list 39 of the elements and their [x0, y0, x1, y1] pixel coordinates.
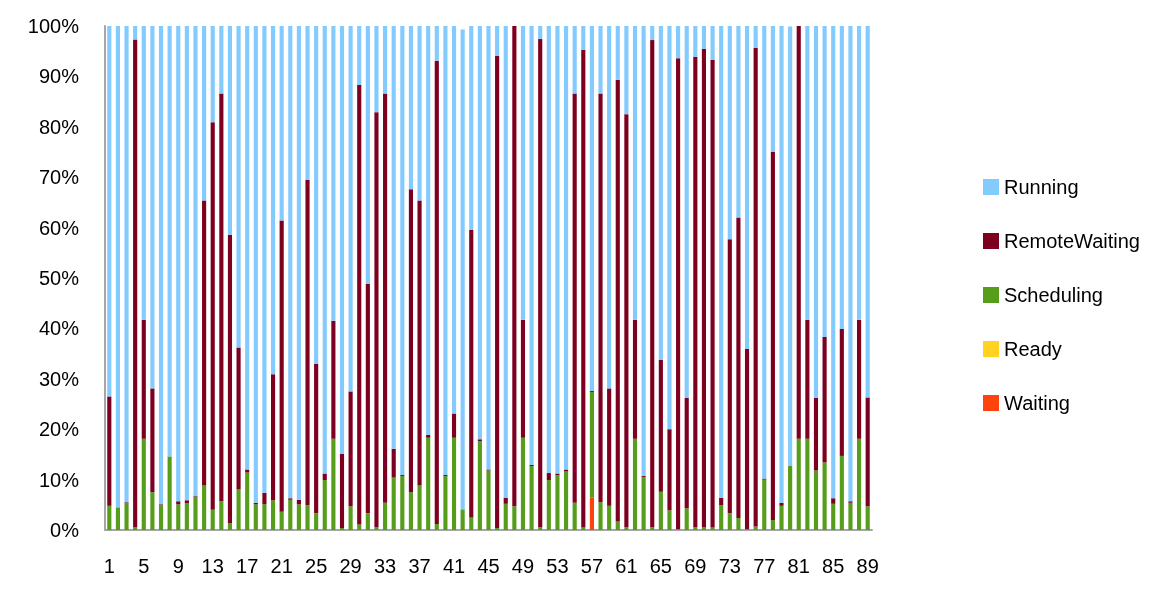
x-tick-label: 89 [856, 555, 879, 577]
y-tick-label: 20% [38, 418, 80, 441]
legend-label: Scheduling [1004, 284, 1103, 306]
x-tick-label: 57 [580, 555, 604, 577]
x-tick-label: 1 [103, 555, 115, 577]
y-tick-label: 80% [38, 115, 80, 138]
x-tick-label: 69 [684, 555, 707, 577]
x-tick-label: 45 [477, 555, 500, 577]
x-tick-label: 13 [201, 555, 224, 577]
y-tick-label: 30% [38, 367, 80, 390]
x-tick-label: 65 [649, 555, 672, 577]
legend-label: Waiting [1004, 392, 1070, 414]
y-tick-label: 90% [38, 65, 80, 88]
x-tick-label: 17 [236, 555, 259, 577]
x-tick-label: 29 [339, 555, 362, 577]
y-tick-label: 50% [38, 267, 80, 289]
legend-label: Ready [1004, 338, 1062, 360]
y-tick-label: 0% [50, 519, 80, 541]
x-tick-label: 73 [718, 555, 741, 577]
legend-label: Running [1004, 176, 1079, 198]
legend-label: RemoteWaiting [1004, 230, 1140, 252]
x-tick-label: 37 [408, 555, 431, 577]
y-tick-label: 60% [38, 216, 80, 239]
x-tick-label: 9 [172, 555, 184, 577]
x-tick-label: 61 [615, 555, 638, 577]
x-tick-label: 25 [305, 555, 328, 577]
x-tick-label: 21 [270, 555, 293, 577]
x-tick-label: 49 [511, 555, 535, 577]
x-tick-label: 33 [373, 555, 397, 577]
x-tick-label: 81 [787, 555, 810, 577]
x-tick-label: 41 [442, 555, 466, 577]
y-tick-label: 10% [38, 468, 80, 491]
y-tick-label: 100% [27, 15, 80, 37]
x-tick-label: 85 [822, 555, 845, 577]
x-tick-label: 53 [546, 555, 569, 577]
x-tick-label: 77 [753, 555, 776, 577]
y-tick-label: 70% [38, 166, 80, 189]
y-tick-label: 40% [38, 317, 80, 340]
x-tick-label: 5 [138, 555, 150, 577]
